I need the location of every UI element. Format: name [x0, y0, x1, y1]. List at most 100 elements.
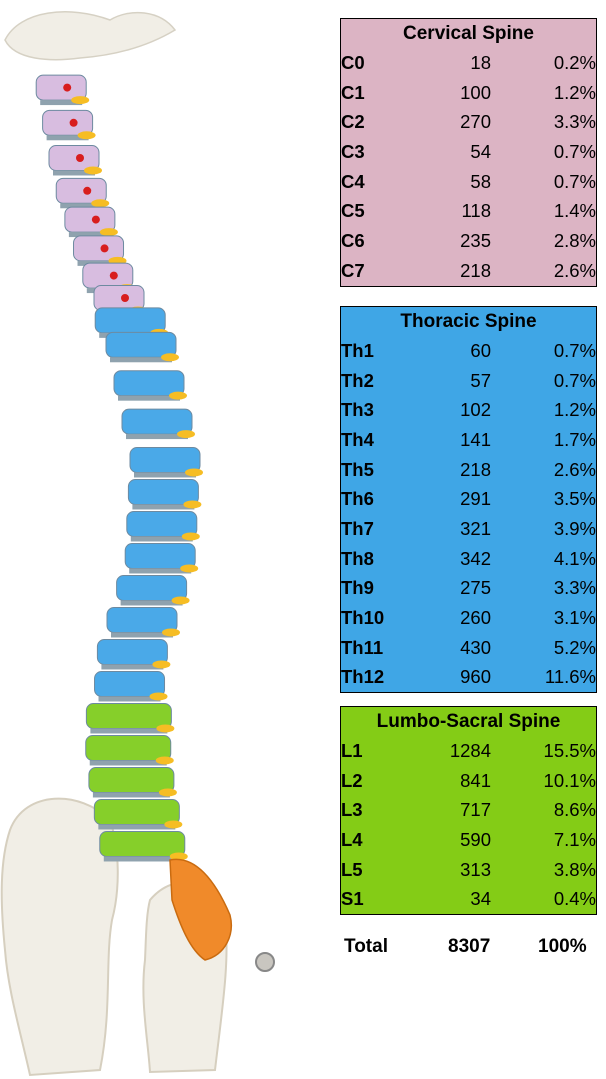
intervertebral-disc: [101, 664, 164, 670]
count-value: 260: [460, 607, 491, 629]
percent-value: 1.4%: [553, 200, 596, 222]
intervertebral-disc: [46, 135, 89, 141]
count-value: 717: [460, 799, 491, 821]
percent-value: 3.9%: [553, 517, 596, 539]
table-row: L1 1284 15.5%: [341, 736, 596, 766]
vertebra-level: Th10: [341, 607, 385, 629]
count-value: 291: [460, 488, 491, 510]
nerve-root: [181, 532, 200, 541]
intervertebral-disc: [40, 100, 83, 106]
count-value: 321: [460, 517, 491, 539]
table-row: Th10 260 3.1%: [341, 603, 596, 633]
table-row: Th12 960 11.6%: [341, 663, 596, 693]
section-rows: L1 1284 15.5% L2 841 10.1% L3 717 8.6% L4 590 7.1% L…: [341, 736, 596, 914]
section-title: Cervical Spine: [403, 23, 534, 44]
table-row: C2 270 3.3%: [341, 107, 596, 137]
intervertebral-disc: [111, 632, 173, 638]
vertebra-level: C2: [341, 111, 365, 133]
count-value: 960: [460, 666, 491, 688]
vertebra-level: L2: [341, 769, 363, 791]
percent-value: 2.6%: [553, 259, 596, 281]
vertebra-level: Th9: [341, 577, 374, 599]
percent-value: 1.2%: [553, 81, 596, 103]
count-value: 34: [470, 888, 491, 910]
vertebra: [129, 447, 201, 473]
table-row: C3 54 0.7%: [341, 137, 596, 167]
nerve-root: [164, 820, 183, 829]
vertebra-level: Th3: [341, 399, 374, 421]
intervertebral-disc: [68, 232, 111, 238]
vertebra-level: Th5: [341, 458, 374, 480]
count-value: 841: [460, 769, 491, 791]
nerve-root: [171, 596, 190, 605]
nerve-root: [71, 96, 90, 105]
percent-value: 10.1%: [543, 769, 596, 791]
percent-value: 0.7%: [553, 140, 596, 162]
vertebra-level: C1: [341, 81, 365, 103]
intervertebral-disc: [98, 824, 176, 830]
percent-value: 8.6%: [553, 799, 596, 821]
nerve-root: [77, 131, 96, 140]
percent-value: 0.4%: [553, 888, 596, 910]
table-row: Th8 342 4.1%: [341, 544, 596, 574]
nerve-root: [84, 166, 102, 175]
vertebral-artery: [109, 271, 118, 280]
table-row: C5 118 1.4%: [341, 196, 596, 226]
count-value: 100: [460, 81, 491, 103]
vertebra: [99, 831, 186, 857]
vertebra: [94, 307, 166, 334]
vertebra: [106, 607, 178, 633]
table-row: S1 34 0.4%: [341, 884, 596, 914]
table-row: L3 717 8.6%: [341, 795, 596, 825]
nerve-root: [185, 468, 203, 477]
table-row: Th3 102 1.2%: [341, 395, 596, 425]
table-row: Th7 321 3.9%: [341, 514, 596, 544]
section-rows: Th1 60 0.7% Th2 57 0.7% Th3 102 1.2% Th4 141 1.7% Th…: [341, 336, 596, 692]
total-percent: 100%: [538, 936, 587, 957]
vertebra-level: C0: [341, 51, 365, 73]
cervical-spine-table: Cervical Spine C0 18 0.2% C1 100 1.2% C2 270 3.3…: [340, 18, 597, 287]
percent-value: 0.7%: [553, 339, 596, 361]
table-row: Th11 430 5.2%: [341, 633, 596, 663]
vertebra-level: Th6: [341, 488, 374, 510]
percent-value: 5.2%: [553, 636, 596, 658]
section-title: Lumbo-Sacral Spine: [376, 711, 561, 732]
count-value: 102: [460, 399, 491, 421]
vertebra-level: L4: [341, 828, 363, 850]
table-row: Th6 291 3.5%: [341, 484, 596, 514]
skull-base: [4, 11, 177, 61]
count-value: 590: [460, 828, 491, 850]
table-row: C4 58 0.7%: [341, 167, 596, 197]
table-row: Th9 275 3.3%: [341, 574, 596, 604]
vertebra: [96, 639, 168, 665]
intervertebral-disc: [98, 696, 161, 702]
intervertebral-disc: [126, 434, 188, 440]
nerve-root: [183, 500, 202, 509]
percent-value: 3.5%: [553, 488, 596, 510]
table-row: L2 841 10.1%: [341, 766, 596, 796]
intervertebral-disc: [90, 728, 168, 734]
vertebra-level: S1: [341, 888, 364, 910]
vertebra: [113, 370, 185, 397]
vertebral-artery: [63, 83, 72, 92]
nerve-root: [155, 756, 174, 765]
nerve-root: [162, 628, 180, 637]
count-value: 54: [470, 140, 491, 162]
section-rows: C0 18 0.2% C1 100 1.2% C2 270 3.3% C3 54 0.7% C4 58 0.…: [341, 48, 596, 286]
intervertebral-disc: [110, 357, 172, 363]
count-value: 313: [460, 858, 491, 880]
vertebra: [124, 543, 196, 569]
vertebra: [93, 799, 180, 825]
table-row: L5 313 3.8%: [341, 855, 596, 885]
spine-model-illustration: [0, 11, 275, 1077]
intervertebral-disc: [53, 170, 95, 176]
intervertebral-disc: [89, 760, 167, 766]
count-value: 57: [470, 369, 491, 391]
count-value: 218: [460, 458, 491, 480]
vertebral-artery: [91, 215, 100, 224]
vertebra-level: Th4: [341, 428, 374, 450]
nerve-root: [91, 199, 110, 208]
vertebra: [85, 703, 172, 729]
vertebral-artery: [100, 244, 109, 253]
vertebra: [94, 671, 166, 697]
